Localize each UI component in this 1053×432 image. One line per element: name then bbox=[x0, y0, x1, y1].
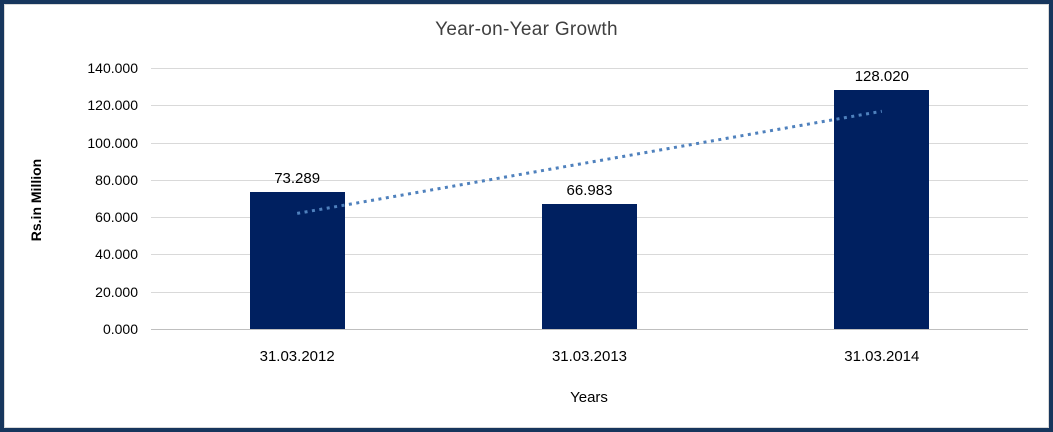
bar bbox=[542, 204, 637, 329]
y-tick-label: 20.000 bbox=[95, 283, 138, 300]
plot-area bbox=[151, 68, 1028, 330]
gridline bbox=[151, 68, 1028, 69]
y-tick-label: 0.000 bbox=[102, 321, 138, 337]
y-tick-label: 60.000 bbox=[95, 209, 138, 226]
gridline bbox=[151, 142, 1028, 144]
y-tick-label: 40.000 bbox=[95, 246, 138, 263]
x-axis-title: Years bbox=[570, 389, 608, 406]
bar-value-label: 128.020 bbox=[854, 68, 909, 86]
trendline-line bbox=[296, 109, 883, 215]
chart: Year-on-Year Growth Rs.in Million Years … bbox=[4, 4, 1049, 428]
y-tick-label: 80.000 bbox=[95, 171, 138, 188]
x-axis-line bbox=[151, 329, 1028, 330]
gridline bbox=[151, 179, 1028, 181]
bar-value-label: 73.289 bbox=[274, 170, 321, 188]
gridline bbox=[151, 105, 1028, 107]
chart-title: Year-on-Year Growth bbox=[435, 19, 618, 40]
bar bbox=[249, 192, 345, 329]
x-tick-label: 31.03.2012 bbox=[259, 348, 335, 365]
bar-value-label: 66.983 bbox=[566, 182, 613, 200]
trendline bbox=[296, 109, 883, 215]
y-tick-label: 120.000 bbox=[87, 97, 138, 114]
x-tick-label: 31.03.2013 bbox=[551, 348, 628, 365]
y-tick-label: 100.000 bbox=[87, 134, 138, 151]
y-tick-label: 140.000 bbox=[87, 60, 138, 76]
x-tick-label: 31.03.2014 bbox=[844, 348, 920, 365]
bar bbox=[834, 90, 930, 329]
